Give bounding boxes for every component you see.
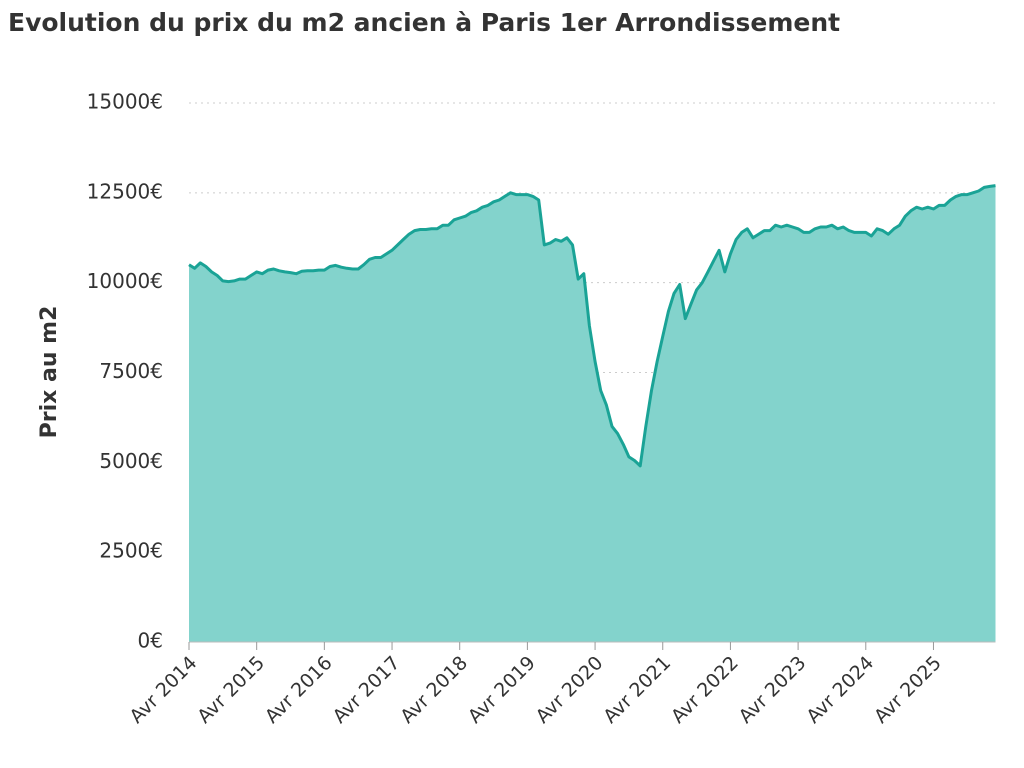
y-tick-label: 2500€ bbox=[99, 539, 163, 563]
x-tick-label: Avr 2021 bbox=[599, 652, 675, 728]
y-tick-label: 0€ bbox=[138, 629, 163, 653]
x-tick-label: Avr 2019 bbox=[464, 652, 540, 728]
x-tick-label: Avr 2018 bbox=[396, 652, 472, 728]
x-tick-label: Avr 2020 bbox=[532, 652, 608, 728]
x-tick-label: Avr 2017 bbox=[329, 652, 405, 728]
y-tick-label: 7500€ bbox=[99, 359, 163, 383]
x-tick-label: Avr 2014 bbox=[126, 652, 202, 728]
x-tick-label: Avr 2024 bbox=[802, 652, 878, 728]
x-tick-label: Avr 2025 bbox=[870, 652, 946, 728]
y-tick-label: 5000€ bbox=[99, 449, 163, 473]
y-axis-title: Prix au m2 bbox=[37, 306, 62, 439]
chart-title: Evolution du prix du m2 ancien à Paris 1… bbox=[8, 8, 840, 37]
area bbox=[189, 185, 996, 642]
y-tick-label: 15000€ bbox=[87, 90, 163, 114]
x-tick-label: Avr 2016 bbox=[261, 652, 337, 728]
x-tick-label: Avr 2015 bbox=[193, 652, 269, 728]
y-tick-label: 12500€ bbox=[87, 179, 163, 203]
line bbox=[188, 184, 996, 468]
y-tick-label: 10000€ bbox=[87, 269, 163, 293]
x-tick-label: Avr 2023 bbox=[735, 652, 811, 728]
x-tick-label: Avr 2022 bbox=[667, 652, 743, 728]
